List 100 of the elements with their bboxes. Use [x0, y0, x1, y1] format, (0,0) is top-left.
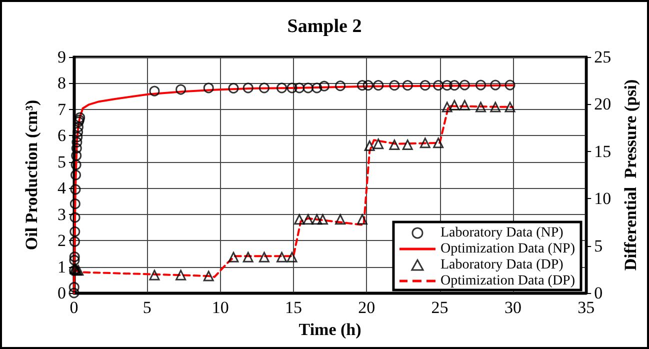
point [72, 132, 83, 142]
y2-tick-label: 15 [594, 142, 612, 161]
point [490, 80, 501, 90]
point [242, 82, 254, 94]
point [242, 252, 254, 262]
chart-title: Sample 2 [287, 16, 362, 37]
point [433, 138, 444, 148]
point [362, 80, 374, 91]
point [402, 80, 413, 91]
point [504, 102, 516, 112]
y-tick-label: 4 [58, 178, 66, 198]
point [373, 138, 384, 150]
y-tick-label: 2 [58, 231, 66, 250]
point [476, 80, 486, 90]
point [70, 198, 80, 210]
x-tick-label: 15 [284, 298, 302, 317]
y2-tick-label: 10 [594, 189, 612, 208]
point [69, 252, 80, 262]
point [312, 214, 322, 225]
point [357, 80, 368, 91]
x-tick-label: 10 [212, 298, 229, 317]
point [68, 282, 80, 292]
point [449, 80, 460, 91]
point [69, 236, 80, 247]
point [149, 270, 160, 280]
point [476, 102, 486, 112]
point [294, 82, 305, 94]
point [459, 100, 470, 110]
y-tick-label: 6 [58, 126, 66, 146]
point [373, 80, 384, 91]
point [228, 252, 239, 262]
point [317, 214, 328, 225]
point [176, 270, 186, 280]
point [318, 80, 330, 92]
point [302, 214, 314, 225]
y2-axis-title: Differential Pressure (psi) [621, 79, 640, 271]
y-tick-label: 1 [58, 257, 66, 276]
y2-tick-label: 0 [594, 284, 603, 302]
point [442, 102, 452, 112]
point [70, 170, 82, 180]
point [335, 80, 346, 92]
point [70, 184, 81, 195]
point [449, 100, 460, 110]
point [364, 140, 375, 151]
point [302, 82, 314, 94]
point [71, 150, 82, 161]
point [504, 80, 516, 90]
point [389, 140, 400, 150]
point [420, 138, 430, 148]
legend-label: Laboratory Data (NP) [440, 226, 564, 240]
point [203, 82, 214, 94]
point [149, 86, 160, 96]
point [312, 82, 322, 94]
point [389, 80, 400, 91]
y2-tick-label: 5 [594, 236, 603, 256]
point [356, 214, 368, 225]
x-tick-label: 35 [578, 298, 595, 317]
point [203, 270, 214, 282]
point [442, 80, 452, 91]
point [72, 126, 84, 138]
y-tick-label: 5 [58, 152, 66, 172]
point [286, 82, 298, 94]
x-tick-label: 20 [358, 298, 376, 317]
y-tick-label: 7 [58, 100, 66, 119]
point [228, 82, 239, 94]
point [74, 112, 86, 123]
legend-label: Optimization Data (NP) [440, 242, 576, 256]
legend-label: Optimization Data (DP) [440, 274, 576, 288]
point [286, 252, 298, 262]
legend-label: Laboratory Data (DP) [440, 258, 564, 272]
point [420, 80, 430, 91]
y-tick-label: 0 [58, 284, 66, 302]
x-axis-title: Time (h) [298, 320, 362, 339]
point [402, 140, 413, 150]
point [70, 212, 80, 223]
y2-tick-label: 20 [594, 94, 612, 114]
point [69, 254, 80, 266]
point [68, 288, 80, 298]
y-tick-label: 9 [58, 48, 66, 66]
point [294, 214, 305, 225]
point [258, 252, 270, 262]
x-tick-label: 30 [504, 298, 522, 317]
point [490, 102, 501, 112]
point [276, 82, 288, 94]
point [71, 143, 82, 154]
y2-tick-label: 25 [594, 48, 612, 66]
point [276, 252, 288, 262]
y-tick-label: 8 [58, 74, 66, 93]
point [258, 82, 270, 94]
point [433, 80, 444, 91]
point [335, 214, 346, 225]
point [70, 160, 82, 170]
y-axis-title: Oil Production (cm³) [22, 100, 41, 250]
point [176, 84, 186, 95]
x-tick-label: 0 [70, 298, 78, 317]
point [459, 80, 470, 90]
y-tick-label: 3 [58, 204, 66, 224]
x-tick-label: 5 [142, 298, 152, 317]
point [72, 136, 82, 148]
point [70, 226, 80, 237]
